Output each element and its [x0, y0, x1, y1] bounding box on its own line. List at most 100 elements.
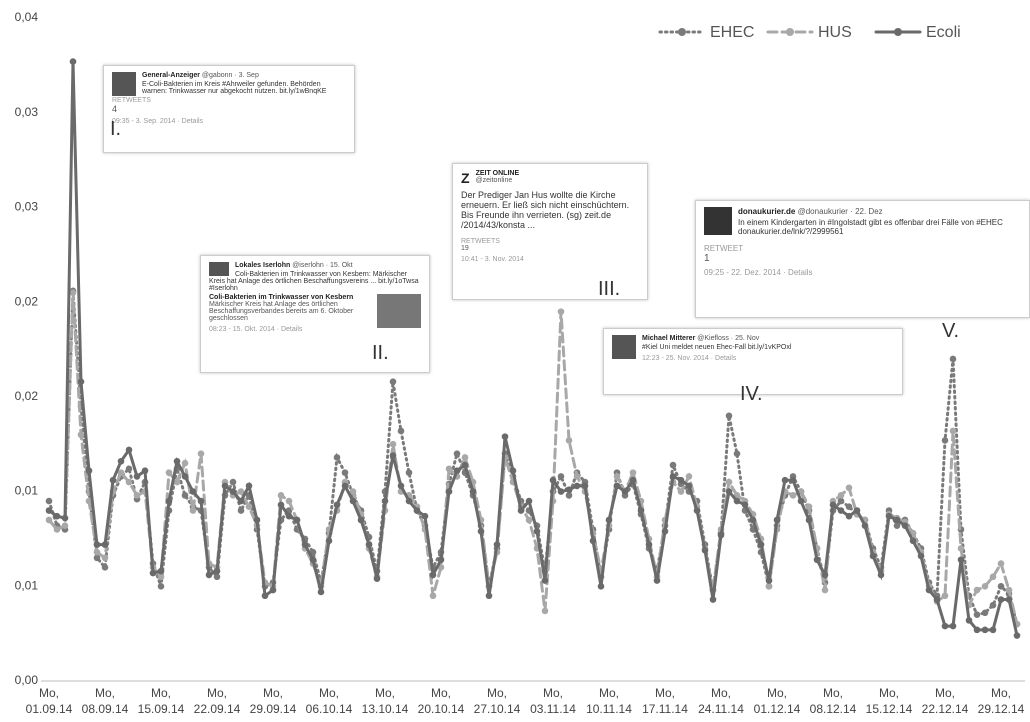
- x-tick-label: Mo, 29.12.14: [973, 685, 1029, 717]
- x-tick-label: Mo, 06.10.14: [301, 685, 357, 717]
- data-point: [902, 522, 909, 529]
- data-point: [454, 450, 461, 457]
- data-point: [734, 450, 741, 457]
- data-point: [990, 602, 997, 609]
- x-tick-label: Mo, 03.11.14: [525, 685, 581, 717]
- data-point: [534, 528, 541, 535]
- data-point: [390, 452, 397, 459]
- annotation-label: II.: [372, 342, 389, 365]
- data-point: [446, 466, 453, 473]
- data-point: [550, 477, 557, 484]
- data-point: [822, 572, 829, 579]
- data-point: [422, 513, 429, 520]
- data-point: [614, 473, 621, 480]
- x-tick-label: Mo, 29.09.14: [245, 685, 301, 717]
- data-point: [102, 555, 109, 562]
- data-point: [54, 526, 61, 533]
- data-point: [934, 596, 941, 603]
- data-point: [494, 541, 501, 548]
- data-point: [246, 483, 253, 490]
- data-point: [958, 556, 965, 563]
- data-point: [46, 498, 53, 505]
- data-point: [662, 528, 669, 535]
- tweet-text: Coli-Bakterien im Trinkwasser von Kesber…: [209, 271, 421, 292]
- data-point: [854, 507, 861, 514]
- x-tick-label: Mo, 08.09.14: [77, 685, 133, 717]
- data-point: [126, 447, 133, 454]
- data-point: [54, 513, 61, 520]
- data-point: [830, 502, 837, 509]
- data-point: [974, 627, 981, 634]
- data-point: [798, 498, 805, 505]
- x-tick-label: Mo, 08.12.14: [805, 685, 861, 717]
- data-point: [526, 498, 533, 505]
- page: 0,000,010,010,020,020,030,030,04EHECHUSE…: [0, 0, 1030, 722]
- data-point: [998, 596, 1005, 603]
- data-point: [726, 479, 733, 486]
- data-point: [526, 517, 533, 524]
- data-point: [398, 483, 405, 490]
- data-point: [254, 517, 261, 524]
- annotation-label: III.: [598, 278, 620, 301]
- data-point: [78, 431, 85, 438]
- x-tick-label: Mo, 15.09.14: [133, 685, 189, 717]
- data-point: [838, 507, 845, 514]
- legend-label: EHEC: [710, 24, 754, 41]
- data-point: [158, 568, 165, 575]
- legend-marker: [786, 28, 794, 36]
- tweet-card: Lokales Iserlohn @iserlohn · 15. Okt Col…: [200, 255, 430, 373]
- data-point: [966, 617, 973, 624]
- y-tick-label: 0,03: [15, 200, 39, 214]
- data-point: [286, 513, 293, 520]
- data-point: [78, 378, 85, 385]
- data-point: [294, 517, 301, 524]
- data-point: [214, 568, 221, 575]
- tweet-time: 12:23 - 25. Nov. 2014 · Details: [612, 355, 894, 362]
- data-point: [382, 498, 389, 505]
- data-point: [942, 437, 949, 444]
- data-point: [926, 587, 933, 594]
- data-point: [846, 484, 853, 491]
- data-point: [190, 507, 197, 514]
- data-point: [638, 507, 645, 514]
- legend-label: HUS: [818, 24, 852, 41]
- annotation-label: I.: [110, 118, 121, 141]
- legend-marker: [894, 28, 902, 36]
- data-point: [126, 479, 133, 486]
- data-point: [182, 460, 189, 467]
- data-point: [582, 483, 589, 490]
- data-point: [670, 462, 677, 469]
- data-point: [158, 574, 165, 581]
- data-point: [846, 513, 853, 520]
- annotation-label: V.: [942, 320, 959, 343]
- data-point: [134, 473, 141, 480]
- x-tick-label: Mo, 13.10.14: [357, 685, 413, 717]
- data-point: [726, 488, 733, 495]
- thumbnail: [377, 294, 421, 328]
- data-point: [558, 308, 565, 315]
- data-point: [446, 488, 453, 495]
- tweet-name: General-Anzeiger: [142, 72, 200, 79]
- data-point: [166, 469, 173, 476]
- data-point: [982, 583, 989, 590]
- retweets: 4: [112, 104, 346, 114]
- data-point: [390, 441, 397, 448]
- data-point: [910, 538, 917, 545]
- data-point: [574, 473, 581, 480]
- tweet-card: General-Anzeiger @gabonn · 3. Sep E-Coli…: [103, 65, 355, 153]
- data-point: [94, 541, 101, 548]
- data-point: [758, 541, 765, 548]
- data-point: [214, 574, 221, 581]
- y-tick-label: 0,02: [15, 389, 39, 403]
- data-point: [246, 503, 253, 510]
- data-point: [766, 577, 773, 584]
- data-point: [1014, 632, 1021, 639]
- data-point: [358, 517, 365, 524]
- card-title: Coli-Bakterien im Trinkwasser von Kesber…: [209, 294, 353, 301]
- data-point: [198, 450, 205, 457]
- data-point: [566, 486, 573, 493]
- tweet-card: donaukurier.de @donaukurier · 22. Dez In…: [695, 200, 1030, 318]
- avatar: [704, 207, 732, 235]
- y-tick-label: 0,01: [15, 484, 39, 498]
- data-point: [278, 502, 285, 509]
